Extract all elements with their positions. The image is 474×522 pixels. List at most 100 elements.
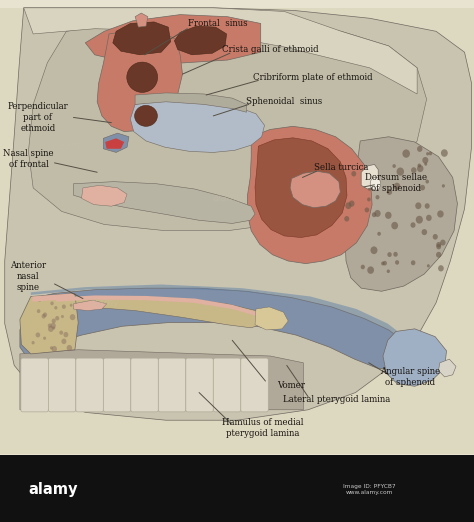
Polygon shape xyxy=(82,185,127,206)
Polygon shape xyxy=(255,138,347,238)
Polygon shape xyxy=(247,126,372,264)
Circle shape xyxy=(368,187,371,191)
Polygon shape xyxy=(174,26,227,55)
Circle shape xyxy=(52,326,55,330)
Circle shape xyxy=(417,146,422,152)
Text: Sella turcica: Sella turcica xyxy=(314,162,368,172)
Circle shape xyxy=(410,222,416,228)
Circle shape xyxy=(421,229,427,235)
FancyBboxPatch shape xyxy=(186,358,213,412)
Circle shape xyxy=(424,162,427,165)
Circle shape xyxy=(42,314,46,318)
Circle shape xyxy=(372,212,376,217)
FancyBboxPatch shape xyxy=(103,358,131,412)
Text: Vomer: Vomer xyxy=(277,381,306,390)
Text: Angular spine
of sphenoid: Angular spine of sphenoid xyxy=(380,367,440,387)
Circle shape xyxy=(31,341,35,345)
Polygon shape xyxy=(105,138,124,149)
Circle shape xyxy=(37,309,40,313)
Circle shape xyxy=(365,207,369,212)
Polygon shape xyxy=(361,164,378,189)
Polygon shape xyxy=(31,284,407,343)
Circle shape xyxy=(346,203,351,209)
Circle shape xyxy=(54,306,57,310)
Polygon shape xyxy=(290,171,340,208)
Circle shape xyxy=(422,157,428,163)
Circle shape xyxy=(52,346,57,352)
Circle shape xyxy=(426,215,432,221)
Polygon shape xyxy=(55,296,263,328)
Circle shape xyxy=(397,168,404,176)
Circle shape xyxy=(417,165,423,172)
Polygon shape xyxy=(345,137,457,291)
Circle shape xyxy=(418,163,421,168)
Circle shape xyxy=(62,339,66,344)
Text: Perpendicular
part of
ethmoid: Perpendicular part of ethmoid xyxy=(8,102,68,133)
FancyBboxPatch shape xyxy=(21,358,48,412)
Circle shape xyxy=(43,312,47,317)
Circle shape xyxy=(64,332,68,337)
FancyBboxPatch shape xyxy=(76,358,103,412)
Circle shape xyxy=(393,252,398,257)
Circle shape xyxy=(387,189,392,195)
Circle shape xyxy=(420,185,425,191)
Text: Anterior
nasal
spine: Anterior nasal spine xyxy=(10,261,46,292)
Circle shape xyxy=(62,304,66,309)
Text: Nasal spine
of frontal: Nasal spine of frontal xyxy=(3,149,54,169)
Ellipse shape xyxy=(370,177,381,190)
Circle shape xyxy=(411,260,415,265)
Circle shape xyxy=(43,337,46,340)
Circle shape xyxy=(416,216,423,223)
Ellipse shape xyxy=(127,62,157,92)
Circle shape xyxy=(48,324,52,328)
Circle shape xyxy=(371,246,377,254)
Circle shape xyxy=(70,314,75,320)
FancyBboxPatch shape xyxy=(131,358,158,412)
Circle shape xyxy=(402,149,410,158)
Circle shape xyxy=(50,323,56,329)
Circle shape xyxy=(377,232,381,236)
Polygon shape xyxy=(28,16,427,231)
Circle shape xyxy=(59,330,63,335)
Circle shape xyxy=(70,304,73,307)
Circle shape xyxy=(426,152,429,156)
Text: Frontal  sinus: Frontal sinus xyxy=(188,19,248,28)
Circle shape xyxy=(351,171,356,176)
Circle shape xyxy=(385,212,392,219)
Text: Dorsum sellae
of sphenoid: Dorsum sellae of sphenoid xyxy=(365,173,427,193)
Text: Cribriform plate of ethmoid: Cribriform plate of ethmoid xyxy=(253,73,373,82)
Polygon shape xyxy=(97,30,182,132)
Text: Sphenoidal  sinus: Sphenoidal sinus xyxy=(246,97,322,106)
FancyBboxPatch shape xyxy=(158,358,186,412)
Circle shape xyxy=(442,184,445,187)
Circle shape xyxy=(395,260,399,265)
Circle shape xyxy=(426,180,429,184)
Circle shape xyxy=(441,149,448,157)
Circle shape xyxy=(391,222,398,229)
Circle shape xyxy=(374,210,381,217)
Polygon shape xyxy=(32,293,75,302)
Polygon shape xyxy=(56,295,257,316)
Circle shape xyxy=(428,151,432,156)
Polygon shape xyxy=(5,8,472,420)
Circle shape xyxy=(436,242,441,247)
Polygon shape xyxy=(255,307,288,330)
Polygon shape xyxy=(20,288,415,371)
Circle shape xyxy=(433,234,438,240)
Circle shape xyxy=(50,302,54,305)
Circle shape xyxy=(387,252,392,257)
Circle shape xyxy=(440,240,446,245)
FancyBboxPatch shape xyxy=(0,455,474,522)
Circle shape xyxy=(367,266,374,274)
Polygon shape xyxy=(73,182,255,223)
Polygon shape xyxy=(24,8,417,94)
Text: Hamulus of medial
pterygoid lamina: Hamulus of medial pterygoid lamina xyxy=(222,418,304,438)
Circle shape xyxy=(367,197,371,201)
Circle shape xyxy=(437,210,444,218)
Circle shape xyxy=(349,200,355,207)
Circle shape xyxy=(415,203,421,209)
Polygon shape xyxy=(103,133,129,152)
FancyBboxPatch shape xyxy=(0,8,474,454)
Polygon shape xyxy=(20,350,303,410)
Polygon shape xyxy=(130,100,264,152)
